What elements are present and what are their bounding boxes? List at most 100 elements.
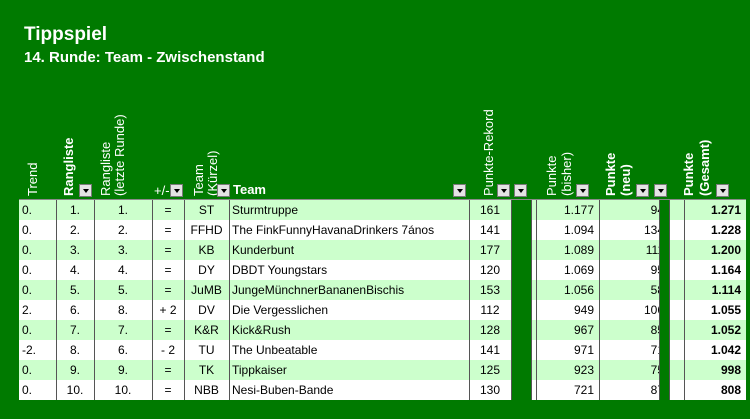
column-separator [511, 360, 512, 380]
column-separator [56, 340, 57, 360]
column-separator [599, 240, 600, 260]
column-separator [536, 320, 537, 340]
cell-trend: 0. [22, 283, 33, 297]
filter-extra-button[interactable] [514, 184, 527, 197]
column-separator [56, 280, 57, 300]
table-row: 0. 9. 9. = TK Tippkaiser 125 923 75 998 [19, 360, 746, 380]
cell-trend: -2. [22, 343, 37, 357]
column-separator [469, 340, 470, 360]
column-separator [684, 280, 685, 300]
column-gap [511, 380, 531, 400]
column-separator [184, 360, 185, 380]
column-separator [511, 340, 512, 360]
filter-team-button[interactable] [453, 184, 466, 197]
filter-plus-minus-button[interactable] [170, 184, 183, 197]
cell-prev: 4. [117, 263, 128, 277]
table-row: 0. 1. 1. = ST Sturmtruppe 161 1.177 94 1.271 [19, 200, 746, 220]
cell-rank: 8. [69, 343, 80, 357]
cell-prev: 6. [117, 343, 128, 357]
column-separator [536, 360, 537, 380]
column-gap [659, 240, 669, 260]
cell-prior: 1.069 [563, 263, 594, 277]
cell-trend: 2. [22, 303, 33, 317]
column-separator [469, 380, 470, 400]
filter-kuerzel-button[interactable] [217, 184, 230, 197]
column-separator [531, 220, 532, 240]
filter-neu2-button[interactable] [654, 184, 667, 197]
column-separator [599, 360, 600, 380]
column-separator [659, 280, 660, 300]
column-separator [684, 320, 685, 340]
cell-record: 120 [479, 263, 501, 277]
column-separator [536, 220, 537, 240]
cell-team: Nesi-Buben-Bande [232, 383, 334, 397]
header-punkte-rekord: Punkte-Rekord [481, 109, 496, 196]
filter-rekord-button[interactable] [497, 184, 510, 197]
column-separator [684, 380, 685, 400]
column-separator [94, 320, 95, 340]
column-separator [511, 320, 512, 340]
cell-prev: 7. [117, 323, 128, 337]
cell-rank: 3. [69, 243, 80, 257]
column-separator [229, 200, 230, 220]
cell-rank: 5. [69, 283, 80, 297]
cell-team: Tippkaiser [232, 363, 287, 377]
column-separator [659, 320, 660, 340]
cell-record: 177 [479, 243, 501, 257]
cell-trend: 0. [22, 323, 33, 337]
cell-prior: 1.094 [563, 223, 594, 237]
ranking-table: 0. 1. 1. = ST Sturmtruppe 161 1.177 94 1.271 0. 2. 2… [19, 199, 746, 400]
column-separator [56, 300, 57, 320]
header-punkte-gesamt-line2: (Gesamt) [697, 139, 712, 196]
filter-gesamt-button[interactable] [716, 184, 729, 197]
column-separator [184, 340, 185, 360]
column-separator [536, 240, 537, 260]
cell-trend: 0. [22, 263, 33, 277]
header-punkte-neu-line1: Punkte [603, 152, 618, 196]
cell-record: 128 [479, 323, 501, 337]
column-separator [184, 200, 185, 220]
cell-team: Kick&Rush [232, 323, 291, 337]
cell-change: - 2 [160, 343, 175, 357]
column-gap [511, 280, 531, 300]
column-separator [94, 300, 95, 320]
cell-record: 112 [480, 303, 500, 317]
column-separator [684, 240, 685, 260]
column-separator [469, 280, 470, 300]
column-separator [229, 380, 230, 400]
column-separator [94, 280, 95, 300]
filter-bisher-button[interactable] [576, 184, 589, 197]
cell-record: 130 [479, 383, 501, 397]
column-separator [659, 360, 660, 380]
column-separator [184, 300, 185, 320]
column-separator [511, 200, 512, 220]
column-gap [511, 240, 531, 260]
filter-rangliste-button[interactable] [79, 184, 92, 197]
column-separator [531, 240, 532, 260]
filter-neu-button[interactable] [636, 184, 649, 197]
cell-total: 1.271 [710, 203, 741, 217]
column-separator [659, 240, 660, 260]
column-separator [469, 360, 470, 380]
column-separator [659, 200, 660, 220]
column-gap [511, 300, 531, 320]
column-separator [599, 260, 600, 280]
column-separator [152, 280, 153, 300]
column-separator [184, 220, 185, 240]
cell-prev: 1. [117, 203, 128, 217]
column-separator [659, 380, 660, 400]
cell-rank: 2. [69, 223, 80, 237]
header-punkte-bisher-line1: Punkte [544, 155, 559, 196]
cell-change: = [164, 363, 172, 377]
column-separator [536, 280, 537, 300]
column-separator [659, 220, 660, 240]
column-separator [659, 260, 660, 280]
table-row: 2. 6. 8. + 2 DV Die Vergesslichen 112 949 106 1.0… [19, 300, 746, 320]
column-separator [511, 260, 512, 280]
cell-abbr: NBB [194, 383, 219, 397]
column-separator [684, 360, 685, 380]
column-gap [511, 360, 531, 380]
column-separator [56, 360, 57, 380]
cell-rank: 10. [66, 383, 84, 397]
